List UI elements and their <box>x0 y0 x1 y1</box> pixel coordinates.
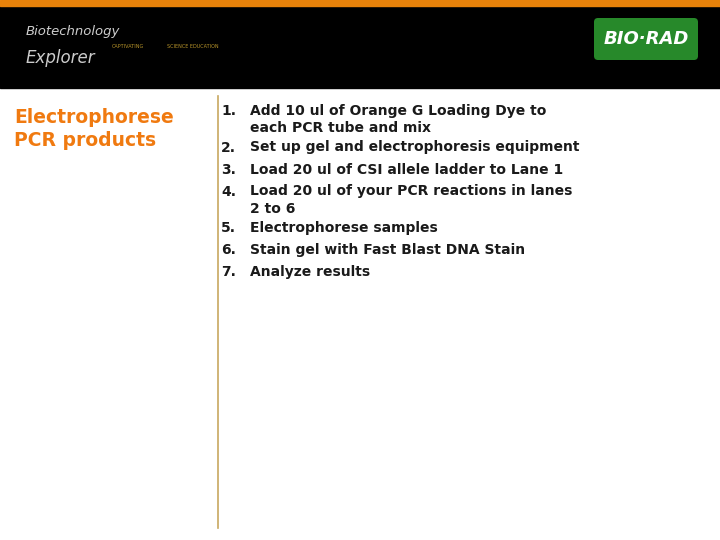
Text: Set up gel and electrophoresis equipment: Set up gel and electrophoresis equipment <box>250 140 580 154</box>
Text: SCIENCE EDUCATION: SCIENCE EDUCATION <box>167 44 219 49</box>
Text: Add 10 ul of Orange G Loading Dye to
each PCR tube and mix: Add 10 ul of Orange G Loading Dye to eac… <box>250 104 546 136</box>
Text: 6.: 6. <box>221 243 236 257</box>
Text: 3.: 3. <box>221 163 236 177</box>
Text: BIO·RAD: BIO·RAD <box>603 30 689 48</box>
Text: Stain gel with Fast Blast DNA Stain: Stain gel with Fast Blast DNA Stain <box>250 243 525 257</box>
Text: Load 20 ul of your PCR reactions in lanes
2 to 6: Load 20 ul of your PCR reactions in lane… <box>250 185 572 216</box>
Bar <box>0 0 720 6</box>
Text: 4.: 4. <box>221 185 236 199</box>
Text: Electrophorese samples: Electrophorese samples <box>250 221 438 235</box>
Text: CAPTIVATING: CAPTIVATING <box>112 44 144 49</box>
Text: 7.: 7. <box>221 265 236 279</box>
Bar <box>0 88 720 540</box>
Text: Electrophorese
PCR products: Electrophorese PCR products <box>14 108 174 150</box>
Text: 2.: 2. <box>221 140 236 154</box>
FancyBboxPatch shape <box>594 18 698 60</box>
Text: Explorer: Explorer <box>26 49 96 67</box>
Bar <box>0 6 720 88</box>
Text: Load 20 ul of CSI allele ladder to Lane 1: Load 20 ul of CSI allele ladder to Lane … <box>250 163 563 177</box>
Text: 5.: 5. <box>221 221 236 235</box>
Text: Biotechnology: Biotechnology <box>26 25 120 38</box>
Text: 1.: 1. <box>221 104 236 118</box>
Text: Analyze results: Analyze results <box>250 265 370 279</box>
